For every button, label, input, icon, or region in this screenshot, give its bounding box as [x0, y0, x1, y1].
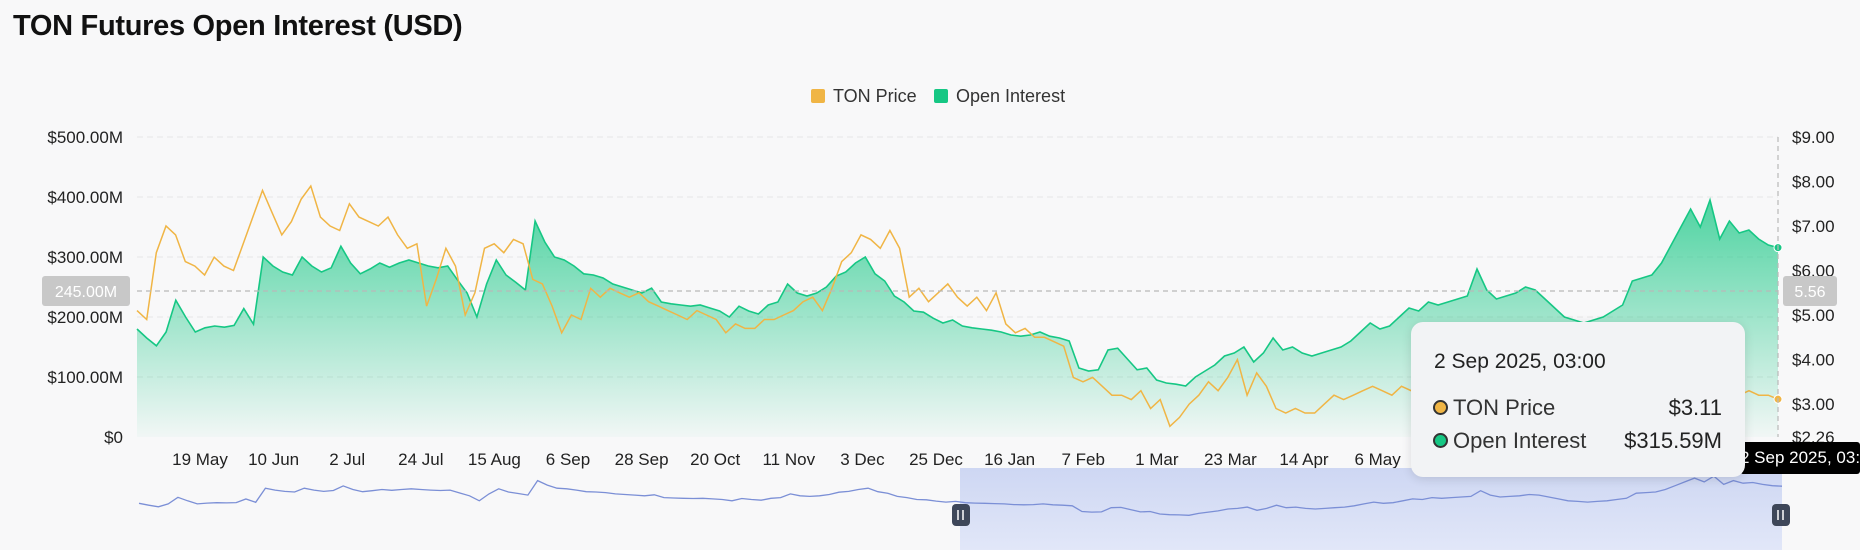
- tooltip-title: 2 Sep 2025, 03:00: [1434, 350, 1606, 373]
- ton-price-dot-icon: [1433, 399, 1448, 415]
- y-left-tick-label: $400.00M: [47, 188, 123, 207]
- x-tick-label: 24 Jul: [398, 450, 443, 469]
- legend: TON Price Open Interest: [811, 86, 1065, 106]
- legend-item-ton-price[interactable]: TON Price: [811, 86, 917, 106]
- x-tick-label: 20 Oct: [690, 450, 740, 469]
- crosshair: 245.00M 5.56: [42, 137, 1837, 437]
- x-tick-label: 6 May: [1354, 450, 1401, 469]
- navigator-handle-right[interactable]: [1772, 504, 1790, 526]
- x-tick-label: 1 Mar: [1135, 450, 1179, 469]
- crosshair-left-value: 245.00M: [55, 284, 117, 301]
- crosshair-right-marker: [1783, 276, 1837, 306]
- y-left-tick-label: $500.00M: [47, 128, 123, 147]
- x-axis: 19 May 10 Jun 2 Jul 24 Jul 15 Aug 6 Sep 28 Sep…: [172, 450, 1401, 469]
- legend-label-open-interest: Open Interest: [956, 86, 1065, 106]
- x-tick-label: 2 Jul: [329, 450, 365, 469]
- crosshair-right-value: 5.56: [1794, 284, 1825, 301]
- x-tick-label: 15 Aug: [468, 450, 521, 469]
- x-tick-label: 7 Feb: [1061, 450, 1104, 469]
- navigator-selection[interactable]: [960, 468, 1782, 550]
- x-tick-label: 14 Apr: [1279, 450, 1328, 469]
- y-left-tick-label: $300.00M: [47, 248, 123, 267]
- navigator-series-line: [138, 475, 1783, 516]
- y-right-tick-label: $8.00: [1792, 173, 1835, 192]
- x-tick-label: 11 Nov: [762, 450, 815, 469]
- tooltip-row-open-interest: Open Interest $315.59M: [1433, 428, 1722, 454]
- crosshair-date-label: 2 Sep 2025, 03:00: [1740, 442, 1860, 474]
- navigator-handle-left[interactable]: [952, 504, 970, 526]
- open-interest-line: [136, 197, 1779, 387]
- y-axis-left: $0 $100.00M $200.00M $300.00M $400.00M $500.0…: [47, 128, 123, 447]
- tooltip-label: Open Interest: [1453, 428, 1587, 453]
- y-left-tick-label: $0: [104, 428, 123, 447]
- x-tick-label: 6 Sep: [546, 450, 590, 469]
- y-left-tick-label: $100.00M: [47, 368, 123, 387]
- x-tick-label: 3 Dec: [840, 450, 885, 469]
- open-interest-area: [137, 200, 1778, 437]
- tooltip-value: $315.59M: [1624, 428, 1722, 453]
- x-tick-label: 25 Dec: [909, 450, 963, 469]
- range-navigator[interactable]: [138, 468, 1790, 550]
- y-right-tick-label: $6.00: [1792, 262, 1835, 281]
- tooltip-row-ton-price: TON Price $3.11: [1433, 395, 1722, 421]
- x-tick-label: 16 Jan: [984, 450, 1035, 469]
- y-right-tick-label: $9.00: [1792, 128, 1835, 147]
- y-right-tick-label: $4.00: [1792, 351, 1835, 370]
- y-right-tick-label: $3.00: [1792, 395, 1835, 414]
- x-tick-label: 28 Sep: [615, 450, 669, 469]
- legend-swatch-open-interest: [934, 89, 948, 103]
- legend-item-open-interest[interactable]: Open Interest: [934, 86, 1065, 106]
- x-tick-label: 19 May: [172, 450, 228, 469]
- x-tick-label: 23 Mar: [1204, 450, 1257, 469]
- chart-tooltip: 2 Sep 2025, 03:00 TON Price $3.11 Open I…: [1411, 322, 1745, 477]
- y-right-tick-label: $5.00: [1792, 306, 1835, 325]
- tooltip-label: TON Price: [1453, 395, 1556, 420]
- y-right-tick-label: $7.00: [1792, 217, 1835, 236]
- crosshair-left-marker: [42, 276, 130, 306]
- open-interest-dot-icon: [1433, 432, 1448, 448]
- x-tick-label: 10 Jun: [248, 450, 299, 469]
- legend-swatch-ton-price: [811, 89, 825, 103]
- legend-label-ton-price: TON Price: [833, 86, 917, 106]
- y-left-tick-label: $200.00M: [47, 308, 123, 327]
- tooltip-value: $3.11: [1668, 395, 1722, 420]
- page-title: TON Futures Open Interest (USD): [13, 10, 463, 42]
